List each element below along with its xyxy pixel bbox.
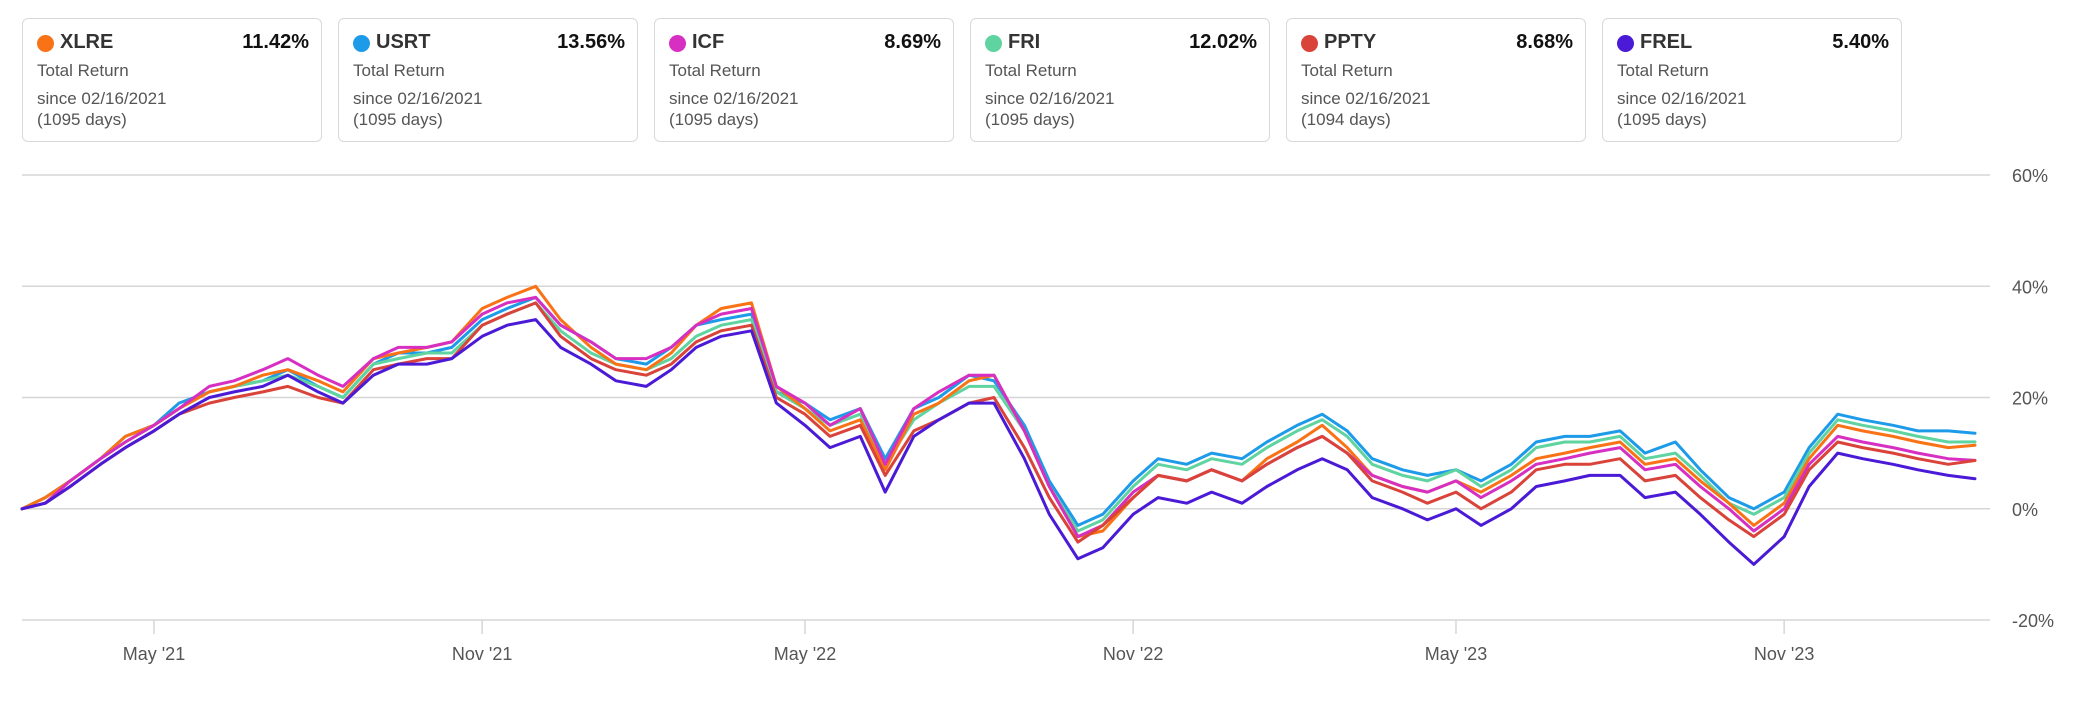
series-line-fri[interactable]: [20, 301, 1977, 533]
card-since-date: since 02/16/2021: [985, 89, 1115, 108]
card-return-label: Total Return: [37, 61, 129, 80]
card-day-count: (1095 days): [669, 110, 759, 129]
x-tick-label: May '21: [123, 644, 185, 664]
y-tick-label: 20%: [2012, 389, 2048, 409]
series-color-dot-icon: [669, 35, 686, 52]
series-line-ppty[interactable]: [20, 301, 1977, 544]
card-ticker: XLRE: [60, 31, 114, 53]
card-return-label: Total Return: [353, 61, 445, 80]
series-line-icf[interactable]: [20, 295, 1977, 539]
legend-card-icf[interactable]: ICF 8.69% Total Return since 02/16/2021 (109…: [654, 18, 954, 142]
legend-card-frel[interactable]: FREL 5.40% Total Return since 02/16/2021 (10…: [1602, 18, 1902, 142]
card-day-count: (1095 days): [37, 110, 127, 129]
card-day-count: (1095 days): [985, 110, 1075, 129]
x-tick-label: Nov '21: [452, 644, 512, 664]
card-ticker: FREL: [1640, 31, 1693, 53]
y-tick-label: 0%: [2012, 500, 2038, 520]
card-day-count: (1095 days): [1617, 110, 1707, 129]
card-total-return-value: 8.69%: [884, 31, 941, 53]
card-ticker: PPTY: [1324, 31, 1377, 53]
chart-axes: 60% 40% 20% 0% -20% May '21 Nov '21 May '22 Nov …: [123, 166, 2054, 664]
y-tick-label: 40%: [2012, 277, 2048, 297]
x-tick-label: Nov '22: [1103, 644, 1163, 664]
card-since-date: since 02/16/2021: [353, 89, 483, 108]
legend-card-usrt[interactable]: USRT 13.56% Total Return since 02/16/2021 (1…: [338, 18, 638, 142]
chart-series: [20, 284, 1977, 566]
y-tick-label: 60%: [2012, 166, 2048, 186]
card-since-date: since 02/16/2021: [1301, 89, 1431, 108]
card-since-date: since 02/16/2021: [37, 89, 167, 108]
card-return-label: Total Return: [1617, 61, 1709, 80]
series-color-dot-icon: [1617, 35, 1634, 52]
card-ticker: FRI: [1008, 31, 1041, 53]
x-tick-label: May '23: [1425, 644, 1487, 664]
card-day-count: (1095 days): [353, 110, 443, 129]
series-color-dot-icon: [353, 35, 370, 52]
card-total-return-value: 13.56%: [557, 31, 625, 53]
series-color-dot-icon: [37, 35, 54, 52]
legend-card-xlre[interactable]: XLRE 11.42% Total Return since 02/16/2021 (1…: [22, 18, 322, 142]
legend-card-fri[interactable]: FRI 12.02% Total Return since 02/16/2021 (10…: [970, 18, 1270, 142]
x-tick-label: May '22: [774, 644, 836, 664]
card-day-count: (1094 days): [1301, 110, 1391, 129]
series-line-frel[interactable]: [20, 318, 1977, 566]
card-since-date: since 02/16/2021: [669, 89, 799, 108]
card-since-date: since 02/16/2021: [1617, 89, 1747, 108]
card-total-return-value: 11.42%: [242, 31, 309, 53]
card-ticker: USRT: [376, 31, 431, 53]
card-total-return-value: 5.40%: [1832, 31, 1889, 53]
card-return-label: Total Return: [669, 61, 761, 80]
card-return-label: Total Return: [985, 61, 1077, 80]
legend-cards: XLRE 11.42% Total Return since 02/16/2021 (1…: [22, 18, 1922, 144]
card-total-return-value: 8.68%: [1516, 31, 1573, 53]
series-color-dot-icon: [985, 35, 1002, 52]
y-tick-label: -20%: [2012, 611, 2054, 631]
total-return-chart: 60% 40% 20% 0% -20% May '21 Nov '21 May '22 Nov …: [20, 166, 2054, 664]
legend-card-ppty[interactable]: PPTY 8.68% Total Return since 02/16/2021 (10…: [1286, 18, 1586, 142]
x-tick-label: Nov '23: [1754, 644, 1814, 664]
series-color-dot-icon: [1301, 35, 1318, 52]
card-return-label: Total Return: [1301, 61, 1393, 80]
card-total-return-value: 12.02%: [1189, 31, 1257, 53]
card-ticker: ICF: [692, 31, 725, 53]
